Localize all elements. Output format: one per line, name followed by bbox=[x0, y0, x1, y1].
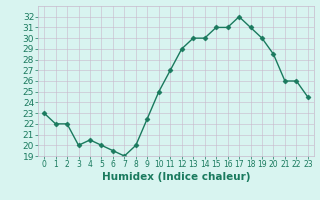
X-axis label: Humidex (Indice chaleur): Humidex (Indice chaleur) bbox=[102, 172, 250, 182]
